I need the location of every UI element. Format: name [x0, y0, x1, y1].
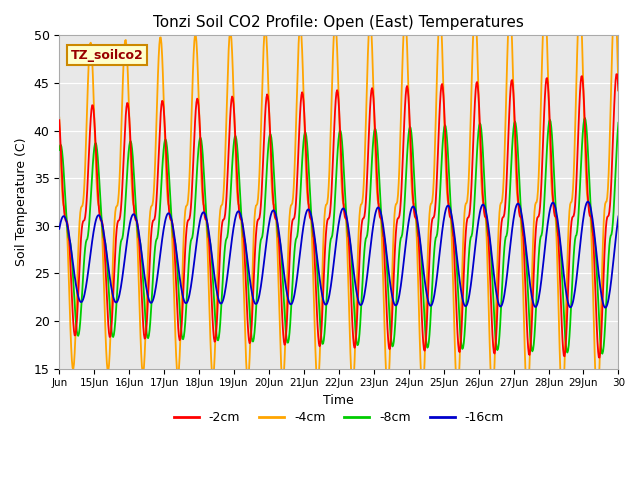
Y-axis label: Soil Temperature (C): Soil Temperature (C)	[15, 138, 28, 266]
Text: TZ_soilco2: TZ_soilco2	[70, 48, 143, 61]
X-axis label: Time: Time	[323, 394, 354, 407]
Legend: -2cm, -4cm, -8cm, -16cm: -2cm, -4cm, -8cm, -16cm	[169, 406, 509, 429]
Title: Tonzi Soil CO2 Profile: Open (East) Temperatures: Tonzi Soil CO2 Profile: Open (East) Temp…	[154, 15, 524, 30]
